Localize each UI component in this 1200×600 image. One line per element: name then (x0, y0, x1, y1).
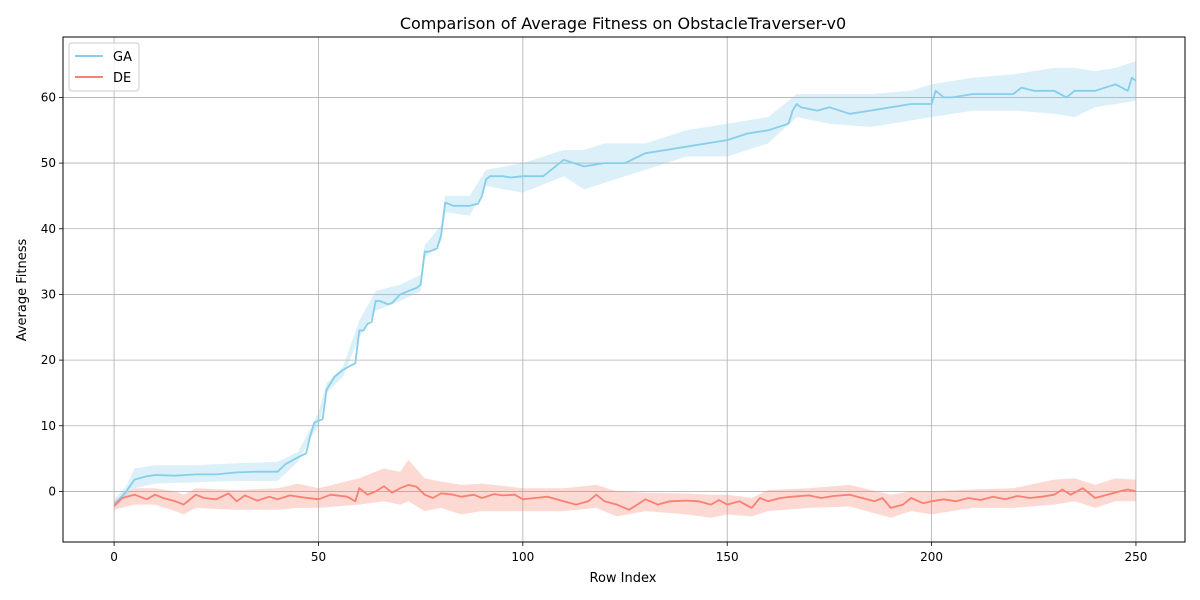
x-tick-label: 0 (110, 550, 118, 564)
confidence-bands (114, 61, 1137, 518)
series-lines (113, 76, 1137, 511)
plot-frame (62, 36, 1186, 543)
x-axis-ticks: 0 50 100 150 200 250 (110, 542, 1147, 564)
y-axis-ticks: 0 10 20 30 40 50 60 (41, 90, 63, 498)
x-axis-label: Row Index (590, 571, 657, 586)
grid-lines (63, 37, 1185, 542)
ga-series-line (113, 76, 1137, 506)
y-tick-label: 10 (41, 419, 56, 433)
legend-label-ga: GA (113, 50, 132, 65)
y-axis-label: Average Fitness (15, 239, 30, 342)
ga-band (114, 61, 1137, 509)
y-tick-label: 50 (41, 156, 56, 170)
x-tick-label: 50 (311, 550, 326, 564)
x-tick-label: 250 (1124, 550, 1147, 564)
y-tick-label: 40 (41, 222, 56, 236)
chart-title: Comparison of Average Fitness on Obstacl… (400, 14, 846, 33)
y-tick-label: 20 (41, 353, 56, 367)
de-band (114, 459, 1137, 518)
de-series-line (113, 483, 1137, 511)
y-tick-label: 30 (41, 287, 56, 301)
y-tick-label: 0 (48, 484, 56, 498)
legend: GA DE (68, 42, 140, 92)
y-tick-label: 60 (41, 90, 56, 104)
x-tick-label: 100 (511, 550, 534, 564)
x-tick-label: 150 (716, 550, 739, 564)
legend-label-de: DE (113, 71, 131, 86)
x-tick-label: 200 (920, 550, 943, 564)
